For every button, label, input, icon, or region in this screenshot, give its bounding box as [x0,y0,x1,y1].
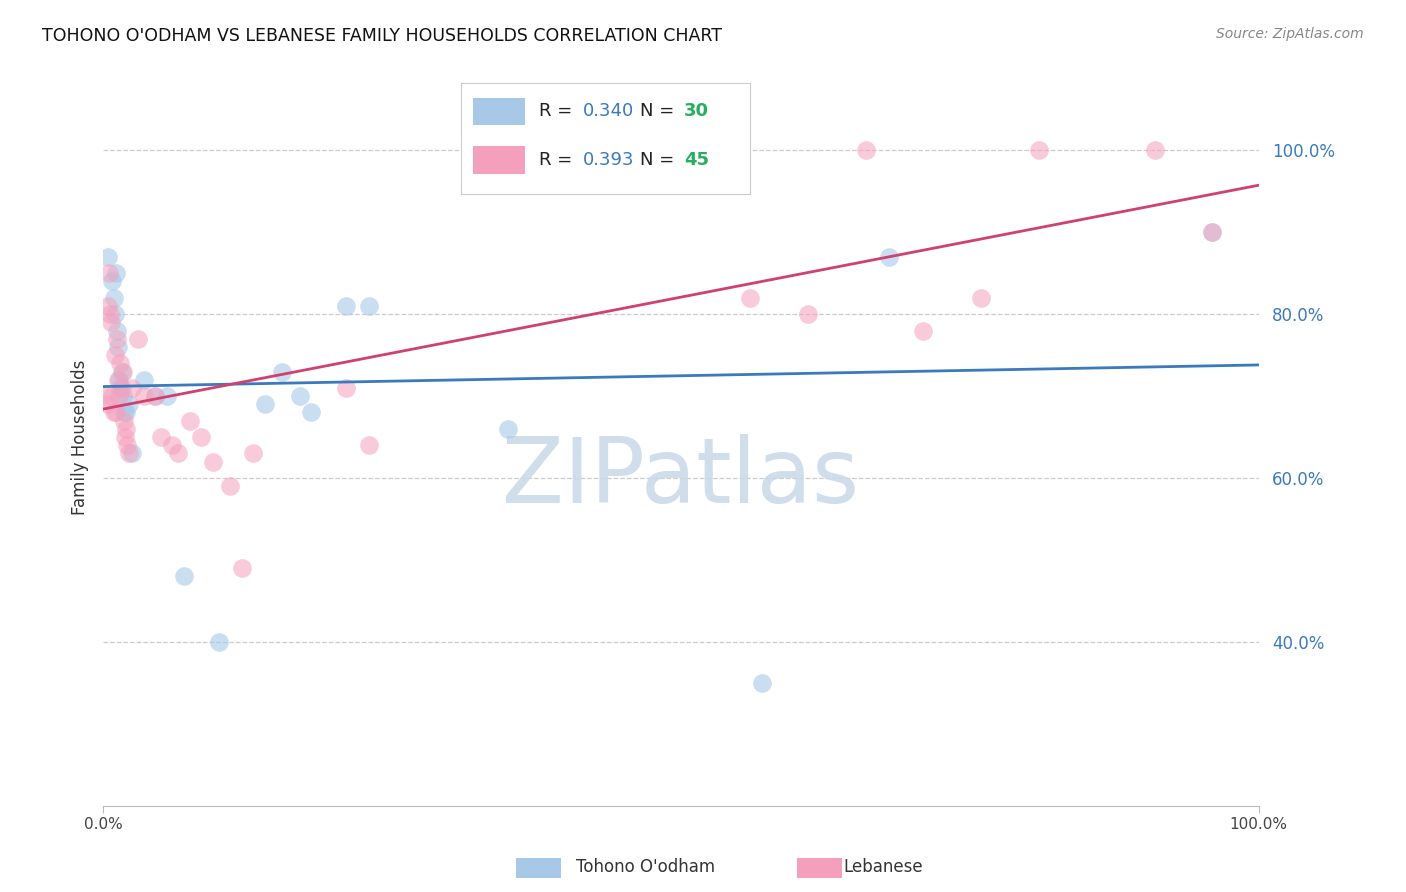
Point [107,373,129,387]
Point [97,266,120,280]
Text: TOHONO O'ODHAM VS LEBANESE FAMILY HOUSEHOLDS CORRELATION CHART: TOHONO O'ODHAM VS LEBANESE FAMILY HOUSEH… [42,27,723,45]
Point [357,299,380,313]
Point [271,365,294,379]
Point [208,635,231,649]
Point [104,266,127,280]
Point [97,250,120,264]
Point [855,144,877,158]
Point [104,405,127,419]
Point [173,569,195,583]
Point [740,291,762,305]
Point [107,340,129,354]
Point [103,405,125,419]
Point [162,438,184,452]
Point [242,446,264,460]
Point [103,291,125,305]
Point [114,430,136,444]
Point [751,675,773,690]
Point [94,389,117,403]
Text: Source: ZipAtlas.com: Source: ZipAtlas.com [1216,27,1364,41]
Point [288,389,311,403]
Point [108,389,131,403]
Point [112,405,135,419]
Point [98,307,121,321]
Point [1201,225,1223,239]
Point [143,389,166,403]
Text: Tohono O'odham: Tohono O'odham [576,858,716,876]
Point [496,422,519,436]
Point [335,381,357,395]
Point [121,446,143,460]
Point [110,381,132,395]
Point [117,438,139,452]
Point [877,250,900,264]
Point [1143,144,1166,158]
Point [167,446,190,460]
Point [156,389,179,403]
Point [201,455,224,469]
Point [1201,225,1223,239]
Point [100,315,122,329]
Point [231,561,253,575]
Point [110,365,132,379]
Point [132,389,155,403]
Point [96,397,118,411]
Point [97,299,120,313]
Point [115,422,138,436]
Point [970,291,993,305]
Point [797,307,820,321]
Point [357,438,380,452]
Point [111,389,134,403]
Point [101,275,124,289]
Point [115,405,138,419]
Point [101,389,124,403]
Y-axis label: Family Households: Family Households [72,359,89,515]
Point [253,397,276,411]
Point [912,324,935,338]
Point [1028,144,1050,158]
Point [108,373,131,387]
Point [127,332,149,346]
Point [105,332,128,346]
Point [143,389,166,403]
Point [111,365,134,379]
Point [110,381,132,395]
Point [104,307,127,321]
Point [219,479,242,493]
Point [190,430,212,444]
Point [335,299,357,313]
Text: Lebanese: Lebanese [844,858,924,876]
Point [110,356,132,370]
Point [132,373,155,387]
Point [299,405,322,419]
Point [104,348,127,362]
Point [117,397,139,411]
Point [105,324,128,338]
Point [117,446,139,460]
Point [149,430,172,444]
Point [112,414,135,428]
Point [623,144,645,158]
Text: ZIPatlas: ZIPatlas [502,434,859,522]
Point [179,414,201,428]
Point [121,381,143,395]
